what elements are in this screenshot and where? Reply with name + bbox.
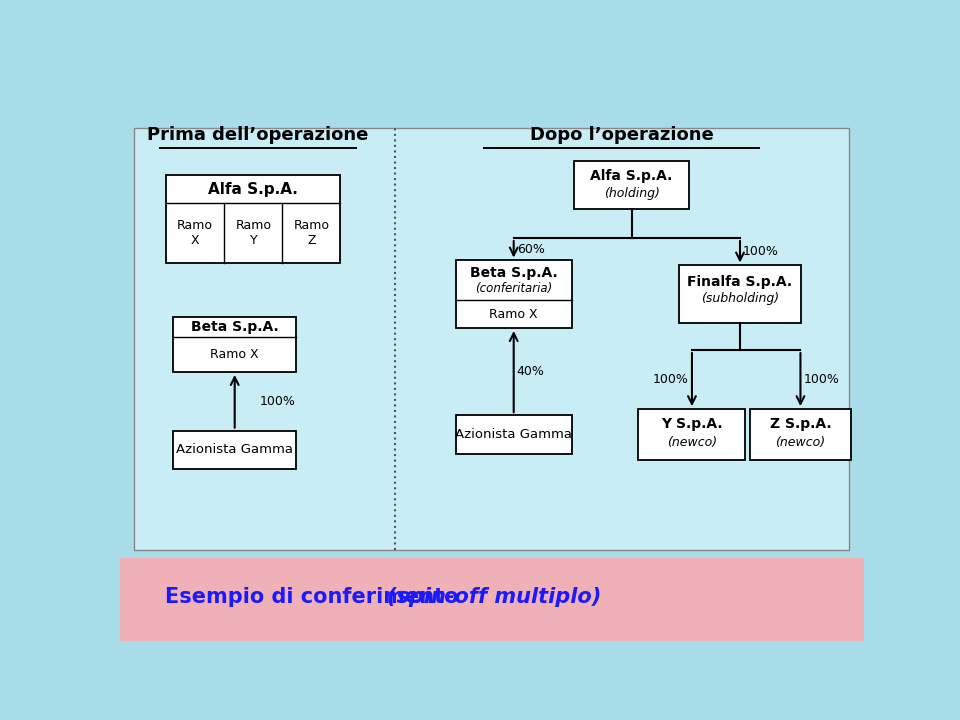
Bar [456, 415, 572, 454]
Bar [574, 161, 689, 209]
Text: (newco): (newco) [667, 436, 717, 449]
Text: 60%: 60% [516, 243, 544, 256]
Bar [750, 409, 851, 460]
Text: Ramo X: Ramo X [210, 348, 259, 361]
Bar [166, 174, 341, 263]
Text: (conferitaria): (conferitaria) [475, 282, 552, 294]
Text: 100%: 100% [804, 373, 839, 386]
Text: 40%: 40% [516, 365, 544, 378]
Bar [120, 557, 864, 641]
Text: 100%: 100% [743, 246, 779, 258]
Text: Ramo
Z: Ramo Z [294, 220, 329, 247]
Text: Alfa S.p.A.: Alfa S.p.A. [590, 168, 673, 183]
Text: (subholding): (subholding) [701, 292, 780, 305]
Text: Dopo l’operazione: Dopo l’operazione [530, 126, 714, 144]
Text: Prima dell’operazione: Prima dell’operazione [147, 126, 369, 144]
Text: Esempio di conferimento: Esempio di conferimento [165, 587, 466, 607]
Text: Beta S.p.A.: Beta S.p.A. [191, 320, 278, 333]
Text: Ramo
X: Ramo X [178, 220, 213, 247]
Bar [120, 86, 864, 557]
Bar [679, 266, 802, 323]
Bar [134, 128, 849, 550]
Text: (holding): (holding) [604, 187, 660, 200]
Text: Y S.p.A.: Y S.p.A. [661, 417, 723, 431]
Text: 100%: 100% [259, 395, 296, 408]
Bar [456, 261, 572, 328]
Bar [174, 431, 296, 469]
Text: 100%: 100% [653, 373, 689, 386]
Bar [174, 317, 296, 372]
Text: Ramo X: Ramo X [490, 308, 538, 321]
Text: Azionista Gamma: Azionista Gamma [455, 428, 572, 441]
Text: Beta S.p.A.: Beta S.p.A. [469, 266, 558, 280]
Text: Alfa S.p.A.: Alfa S.p.A. [208, 181, 299, 197]
Text: Z S.p.A.: Z S.p.A. [770, 417, 831, 431]
Bar [638, 409, 745, 460]
Text: (newco): (newco) [776, 436, 826, 449]
Text: Azionista Gamma: Azionista Gamma [177, 444, 293, 456]
Text: Finalfa S.p.A.: Finalfa S.p.A. [687, 275, 793, 289]
Text: (spin-off multiplo): (spin-off multiplo) [388, 587, 602, 607]
Text: Ramo
Y: Ramo Y [235, 220, 272, 247]
